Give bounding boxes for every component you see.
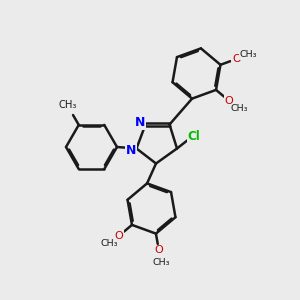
Text: O: O — [115, 231, 123, 241]
Text: CH₃: CH₃ — [152, 258, 170, 267]
Text: O: O — [154, 245, 163, 256]
Text: O: O — [225, 96, 233, 106]
Text: N: N — [135, 116, 145, 129]
Text: CH₃: CH₃ — [240, 50, 257, 59]
Text: N: N — [126, 144, 136, 157]
Text: CH₃: CH₃ — [58, 100, 76, 110]
Text: CH₃: CH₃ — [230, 104, 247, 113]
Text: O: O — [232, 54, 241, 64]
Text: CH₃: CH₃ — [100, 239, 118, 248]
Text: Cl: Cl — [188, 130, 200, 143]
